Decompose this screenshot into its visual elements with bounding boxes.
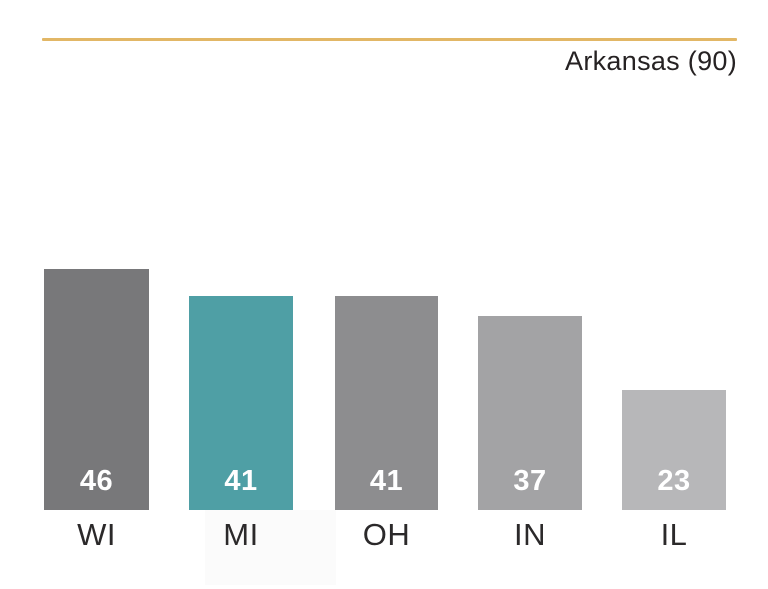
bar-il: 23	[622, 390, 726, 510]
bar-value-label: 41	[369, 465, 404, 497]
highlight-band	[205, 510, 336, 585]
bar-wi: 46	[44, 269, 149, 510]
bar-oh: 41	[335, 296, 438, 510]
category-label-oh: OH	[362, 517, 411, 552]
category-label-in: IN	[514, 517, 546, 552]
category-label-il: IL	[660, 517, 688, 552]
bar-value-label: 46	[79, 465, 114, 497]
bar-value-label: 37	[513, 465, 547, 497]
header-rule	[42, 38, 737, 41]
category-label-wi: WI	[77, 517, 116, 552]
category-label-mi: MI	[223, 517, 259, 552]
bar-mi: 41	[189, 296, 293, 510]
bar-value-label: 41	[224, 465, 258, 497]
chart-title: Arkansas (90)	[565, 46, 737, 76]
bar-value-label: 23	[657, 465, 691, 497]
bar-in: 37	[478, 316, 582, 510]
